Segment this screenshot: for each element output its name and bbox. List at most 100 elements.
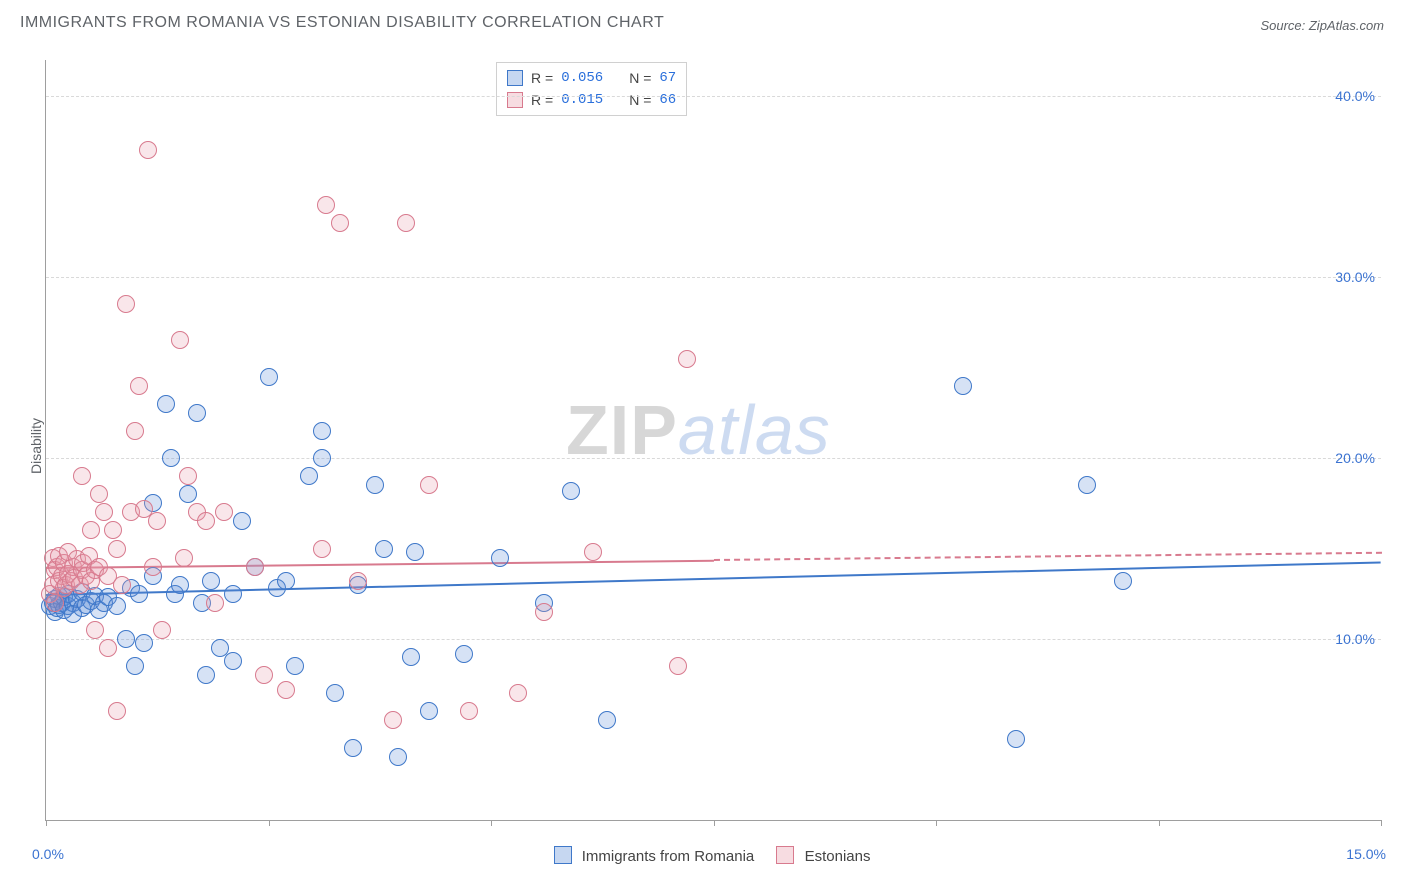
scatter-point-estonians	[148, 512, 166, 530]
scatter-point-estonians	[255, 666, 273, 684]
scatter-point-romania	[344, 739, 362, 757]
n-label: N =	[629, 70, 651, 86]
scatter-point-romania	[313, 422, 331, 440]
legend-swatch-estonians	[776, 846, 794, 864]
scatter-point-romania	[117, 630, 135, 648]
scatter-point-estonians	[331, 214, 349, 232]
legend-row-romania: R =0.056N =67	[507, 67, 676, 89]
scatter-point-estonians	[86, 621, 104, 639]
scatter-point-estonians	[144, 558, 162, 576]
scatter-point-estonians	[139, 141, 157, 159]
scatter-point-estonians	[206, 594, 224, 612]
scatter-point-estonians	[90, 485, 108, 503]
grid-line	[46, 639, 1381, 640]
scatter-point-estonians	[197, 512, 215, 530]
legend-label-estonians: Estonians	[805, 848, 871, 865]
scatter-point-estonians	[246, 558, 264, 576]
r-value: 0.015	[561, 92, 603, 108]
scatter-point-estonians	[349, 572, 367, 590]
scatter-point-estonians	[82, 521, 100, 539]
scatter-point-romania	[286, 657, 304, 675]
n-value: 66	[659, 92, 676, 108]
correlation-legend: R =0.056N =67R =0.015N =66	[496, 62, 687, 116]
scatter-point-romania	[233, 512, 251, 530]
scatter-point-romania	[188, 404, 206, 422]
scatter-point-romania	[197, 666, 215, 684]
scatter-point-estonians	[678, 350, 696, 368]
legend-label-romania: Immigrants from Romania	[582, 848, 755, 865]
scatter-point-estonians	[460, 702, 478, 720]
trend-line-estonians	[714, 552, 1382, 561]
scatter-point-estonians	[317, 196, 335, 214]
scatter-point-romania	[402, 648, 420, 666]
x-tick	[714, 820, 715, 826]
scatter-point-romania	[455, 645, 473, 663]
scatter-point-romania	[202, 572, 220, 590]
grid-line	[46, 277, 1381, 278]
scatter-point-estonians	[384, 711, 402, 729]
y-tick-label: 10.0%	[1335, 631, 1375, 647]
scatter-point-estonians	[669, 657, 687, 675]
scatter-point-estonians	[95, 503, 113, 521]
scatter-point-romania	[171, 576, 189, 594]
scatter-point-romania	[157, 395, 175, 413]
scatter-point-estonians	[171, 331, 189, 349]
scatter-point-estonians	[126, 422, 144, 440]
scatter-point-romania	[562, 482, 580, 500]
scatter-point-estonians	[73, 467, 91, 485]
scatter-point-romania	[260, 368, 278, 386]
scatter-point-romania	[1007, 730, 1025, 748]
scatter-point-estonians	[509, 684, 527, 702]
r-value: 0.056	[561, 70, 603, 86]
scatter-point-romania	[1078, 476, 1096, 494]
scatter-point-estonians	[104, 521, 122, 539]
scatter-point-romania	[491, 549, 509, 567]
scatter-plot: ZIPatlas R =0.056N =67R =0.015N =66 10.0…	[45, 60, 1381, 821]
scatter-point-romania	[406, 543, 424, 561]
scatter-point-estonians	[584, 543, 602, 561]
y-tick-label: 30.0%	[1335, 269, 1375, 285]
legend-row-estonians: R =0.015N =66	[507, 89, 676, 111]
x-tick	[1159, 820, 1160, 826]
scatter-point-estonians	[535, 603, 553, 621]
source-attribution: Source: ZipAtlas.com	[1260, 18, 1384, 33]
scatter-point-estonians	[99, 639, 117, 657]
x-tick	[491, 820, 492, 826]
scatter-point-romania	[135, 634, 153, 652]
scatter-point-romania	[130, 585, 148, 603]
scatter-point-estonians	[117, 295, 135, 313]
x-tick	[1381, 820, 1382, 826]
grid-line	[46, 96, 1381, 97]
r-label: R =	[531, 92, 553, 108]
chart-title: IMMIGRANTS FROM ROMANIA VS ESTONIAN DISA…	[20, 14, 664, 32]
scatter-point-estonians	[130, 377, 148, 395]
scatter-point-estonians	[113, 576, 131, 594]
scatter-point-romania	[954, 377, 972, 395]
y-tick-label: 40.0%	[1335, 88, 1375, 104]
legend-swatch-icon	[507, 92, 523, 108]
x-tick	[936, 820, 937, 826]
scatter-point-estonians	[108, 540, 126, 558]
scatter-point-romania	[326, 684, 344, 702]
series-legend: Immigrants from Romania Estonians	[0, 846, 1406, 865]
scatter-point-romania	[1114, 572, 1132, 590]
scatter-point-romania	[224, 652, 242, 670]
legend-swatch-romania	[554, 846, 572, 864]
scatter-point-estonians	[397, 214, 415, 232]
scatter-point-estonians	[420, 476, 438, 494]
scatter-point-romania	[375, 540, 393, 558]
scatter-point-romania	[224, 585, 242, 603]
r-label: R =	[531, 70, 553, 86]
scatter-point-estonians	[179, 467, 197, 485]
scatter-point-romania	[162, 449, 180, 467]
y-tick-label: 20.0%	[1335, 450, 1375, 466]
scatter-point-estonians	[277, 681, 295, 699]
scatter-point-romania	[300, 467, 318, 485]
scatter-point-romania	[179, 485, 197, 503]
scatter-point-romania	[277, 572, 295, 590]
scatter-point-romania	[389, 748, 407, 766]
scatter-point-romania	[598, 711, 616, 729]
scatter-point-estonians	[108, 702, 126, 720]
legend-swatch-icon	[507, 70, 523, 86]
x-tick	[269, 820, 270, 826]
